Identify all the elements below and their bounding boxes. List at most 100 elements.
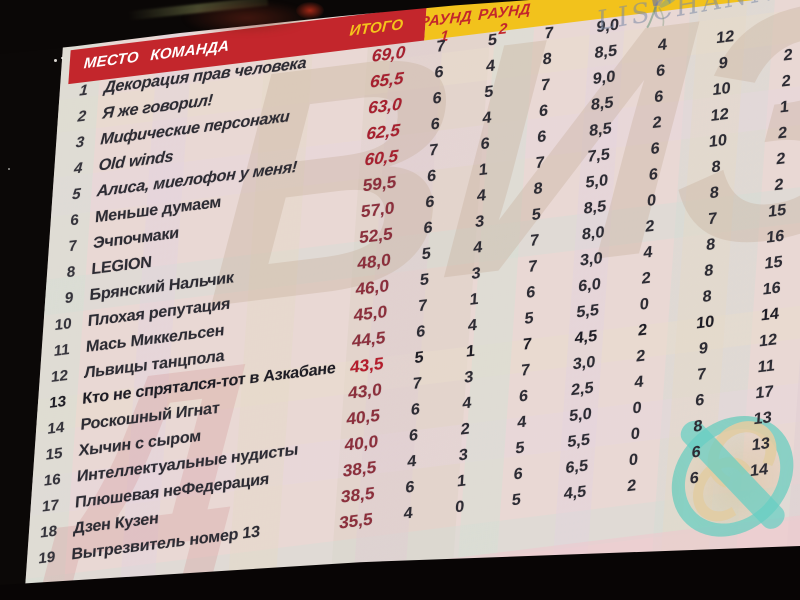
round-score-cell: 2	[644, 217, 655, 236]
round-score-cell: 10	[695, 313, 715, 333]
place-cell: 10	[54, 315, 73, 335]
round-score-cell: 6	[415, 323, 426, 342]
flower-icon	[646, 0, 680, 29]
round-score-cell: 8	[692, 417, 704, 436]
round-score-cell: 8	[701, 287, 713, 307]
round-score-cell: 4	[481, 109, 493, 128]
round-score-cell: 5	[514, 439, 526, 458]
round-score-cell: 7	[522, 335, 533, 354]
round-score-cell: 4	[516, 413, 527, 432]
round-score-cell: 3	[463, 368, 474, 387]
round-score-cell: 7	[435, 37, 446, 56]
round-score-cell: 6	[408, 426, 419, 445]
light-speck	[8, 168, 10, 170]
round-score-cell: 6	[480, 135, 491, 154]
round-score-cell: 10	[711, 79, 732, 100]
round-score-cell: 9	[718, 54, 729, 73]
round-score-cell: 0	[639, 295, 650, 314]
round-score-cell: 6	[433, 63, 445, 82]
round-score-cell: 7	[540, 76, 551, 95]
round-score-cell: 8	[710, 158, 722, 177]
round-score-cell: 12	[758, 331, 778, 351]
round-score-cell: 16	[765, 227, 785, 247]
red-light-dot	[296, 2, 324, 19]
round-score-cell: 14	[749, 461, 769, 481]
round-score-cell: 2	[635, 347, 646, 366]
round-score-cell: 12	[715, 28, 735, 48]
round-score-cell: 7	[707, 210, 718, 229]
place-cell: 5	[71, 185, 82, 204]
round-score-cell: 1	[779, 98, 790, 117]
round-score-cell: 1	[456, 472, 467, 491]
round-score-cell: 1	[478, 161, 489, 180]
place-cell: 3	[75, 133, 85, 152]
round-score-cell: 1	[465, 342, 476, 361]
place-cell: 2	[77, 107, 87, 126]
round-score-cell: 6	[691, 443, 702, 462]
round-score-cell: 4	[403, 504, 414, 523]
round-score-cell: 5,0	[568, 405, 593, 426]
round-score-cell: 6	[536, 128, 547, 147]
round-score-cell: 7	[527, 257, 538, 276]
place-cell: 19	[37, 548, 56, 568]
round-score-cell: 5,5	[575, 301, 600, 322]
round-score-cell: 11	[757, 357, 776, 377]
place-cell: 9	[64, 289, 75, 308]
round-score-cell: 9,0	[592, 68, 616, 89]
round-score-cell: 4	[476, 187, 487, 206]
round-score-cell: 14	[760, 305, 780, 325]
round-score-cell: 4	[467, 316, 478, 335]
round-score-cell: 6	[513, 465, 524, 484]
round-score-cell: 6	[653, 88, 664, 107]
round-score-cell: 8,5	[583, 198, 607, 218]
round-score-cell: 5	[511, 491, 522, 510]
round-score-cell: 6	[432, 89, 443, 108]
round-score-cell: 2	[775, 150, 786, 169]
round-score-cell: 2,5	[570, 379, 595, 400]
round-score-cell: 6	[404, 478, 416, 497]
round-score-cell: 10	[708, 131, 728, 151]
round-score-cell: 6	[694, 391, 705, 410]
round-score-cell: 7	[412, 374, 423, 394]
round-score-cell: 6	[538, 102, 549, 121]
round-score-cell: 6	[648, 165, 659, 185]
round-score-cell: 8,5	[588, 120, 613, 140]
round-score-cell: 8,0	[581, 223, 605, 244]
round-score-cell: 8	[709, 184, 720, 203]
round-score-cell: 2	[773, 176, 785, 195]
place-cell: 4	[73, 159, 84, 178]
round-score-cell: 6	[689, 469, 700, 488]
round-score-cell: 6,0	[577, 275, 602, 296]
round-score-cell: 4	[472, 238, 483, 258]
round-score-cell: 8	[542, 50, 553, 69]
place-cell: 14	[46, 418, 65, 438]
round-score-cell: 0	[646, 191, 657, 210]
round-score-cell: 12	[710, 105, 730, 126]
round-score-cell: 4,5	[574, 327, 598, 348]
place-cell: 13	[48, 392, 67, 412]
round-score-cell: 6	[423, 219, 434, 238]
round-score-cell: 13	[753, 409, 773, 429]
round-score-cell: 4	[642, 243, 654, 262]
round-score-cell: 15	[763, 253, 784, 273]
round-score-cell: 0	[631, 399, 643, 418]
round-score-cell: 6,5	[564, 457, 589, 478]
round-score-cell: 5	[523, 309, 535, 328]
round-score-cell: 2	[781, 72, 792, 91]
round-score-cell: 17	[754, 383, 775, 403]
round-score-cell: 16	[762, 279, 782, 299]
round-score-cell: 2	[777, 124, 788, 143]
round-score-cell: 8	[703, 262, 714, 281]
round-score-cell: 7	[534, 154, 546, 173]
round-score-cell: 2	[641, 269, 652, 288]
round-score-cell: 2	[626, 477, 637, 496]
round-score-cell: 5,5	[566, 431, 591, 452]
place-cell: 7	[68, 237, 78, 256]
place-cell: 16	[43, 470, 62, 490]
round-score-cell: 0	[628, 451, 639, 470]
round-score-cell: 6	[518, 387, 529, 406]
round-score-cell: 7	[543, 24, 555, 43]
place-cell: 11	[53, 341, 71, 360]
round-score-cell: 8,5	[593, 42, 618, 63]
